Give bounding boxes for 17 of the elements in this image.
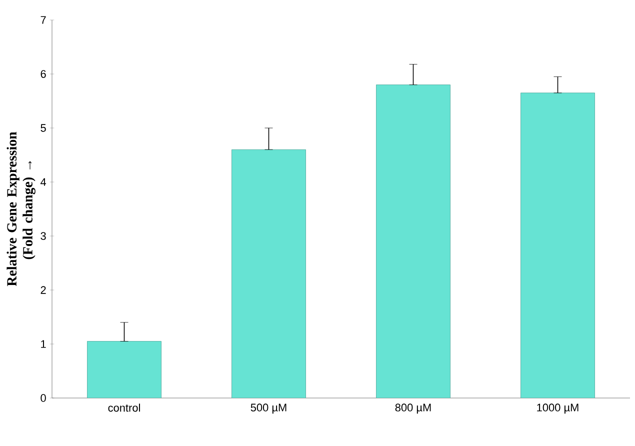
y-tick-label: 0 <box>40 394 46 402</box>
x-tick-label: 500 µM <box>250 404 286 414</box>
y-tick-label: 2 <box>40 286 46 294</box>
y-tick-label: 6 <box>40 70 46 78</box>
y-tick-label: 1 <box>41 340 46 348</box>
y-axis-title: Relative Gene Expression (Fold change) → <box>6 132 36 286</box>
x-tick-label: 1000 µM <box>537 404 578 414</box>
y-tick-label: 4 <box>40 178 46 186</box>
bar <box>376 84 450 398</box>
y-tick-label: 7 <box>40 16 46 24</box>
x-tick-label: control <box>108 404 140 412</box>
bar <box>232 149 306 398</box>
bar <box>87 341 162 398</box>
y-tick-label: 5 <box>40 124 46 132</box>
y-tick-label: 3 <box>40 232 46 240</box>
x-tick-label: 800 µM <box>395 404 431 414</box>
bar <box>520 92 595 398</box>
